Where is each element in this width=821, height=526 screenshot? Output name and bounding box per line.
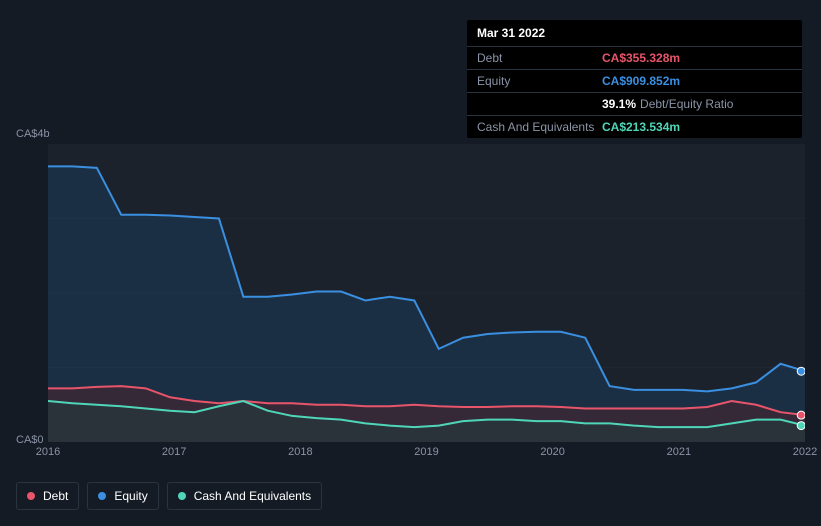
- legend: Debt Equity Cash And Equivalents: [16, 482, 322, 510]
- tooltip-date: Mar 31 2022: [467, 20, 802, 47]
- tooltip-row: EquityCA$909.852m: [467, 70, 802, 93]
- x-tick: 2021: [667, 446, 691, 458]
- tooltip-row-label: Debt: [477, 51, 602, 65]
- x-tick: 2020: [540, 446, 564, 458]
- plot-area[interactable]: [48, 144, 805, 442]
- series-marker-equity: [797, 367, 805, 375]
- legend-item-equity[interactable]: Equity: [87, 482, 158, 510]
- chart-area: CA$4b CA$0 2016201720182019202020212022: [16, 120, 805, 466]
- legend-dot: [98, 492, 106, 500]
- series-marker-cash-and-equivalents: [797, 422, 805, 430]
- legend-dot: [27, 492, 35, 500]
- x-axis: 2016201720182019202020212022: [48, 446, 805, 466]
- x-tick: 2022: [793, 446, 817, 458]
- y-label-bottom: CA$0: [16, 434, 44, 446]
- x-tick: 2018: [288, 446, 312, 458]
- x-tick: 2017: [162, 446, 186, 458]
- legend-item-debt[interactable]: Debt: [16, 482, 79, 510]
- legend-label: Debt: [43, 489, 68, 503]
- tooltip-row-label: [477, 97, 602, 111]
- legend-dot: [178, 492, 186, 500]
- tooltip-row-label: Equity: [477, 74, 602, 88]
- tooltip-ratio: 39.1%Debt/Equity Ratio: [602, 97, 733, 111]
- tooltip-row: DebtCA$355.328m: [467, 47, 802, 70]
- series-marker-debt: [797, 411, 805, 419]
- x-tick: 2019: [414, 446, 438, 458]
- tooltip-row-value: CA$355.328m: [602, 51, 680, 65]
- legend-item-cash-and-equivalents[interactable]: Cash And Equivalents: [167, 482, 322, 510]
- legend-label: Equity: [114, 489, 147, 503]
- y-label-top: CA$4b: [16, 128, 50, 140]
- tooltip-row: 39.1%Debt/Equity Ratio: [467, 93, 802, 116]
- x-tick: 2016: [36, 446, 60, 458]
- tooltip-row-value: CA$909.852m: [602, 74, 680, 88]
- legend-label: Cash And Equivalents: [194, 489, 311, 503]
- chart-svg: [48, 144, 805, 442]
